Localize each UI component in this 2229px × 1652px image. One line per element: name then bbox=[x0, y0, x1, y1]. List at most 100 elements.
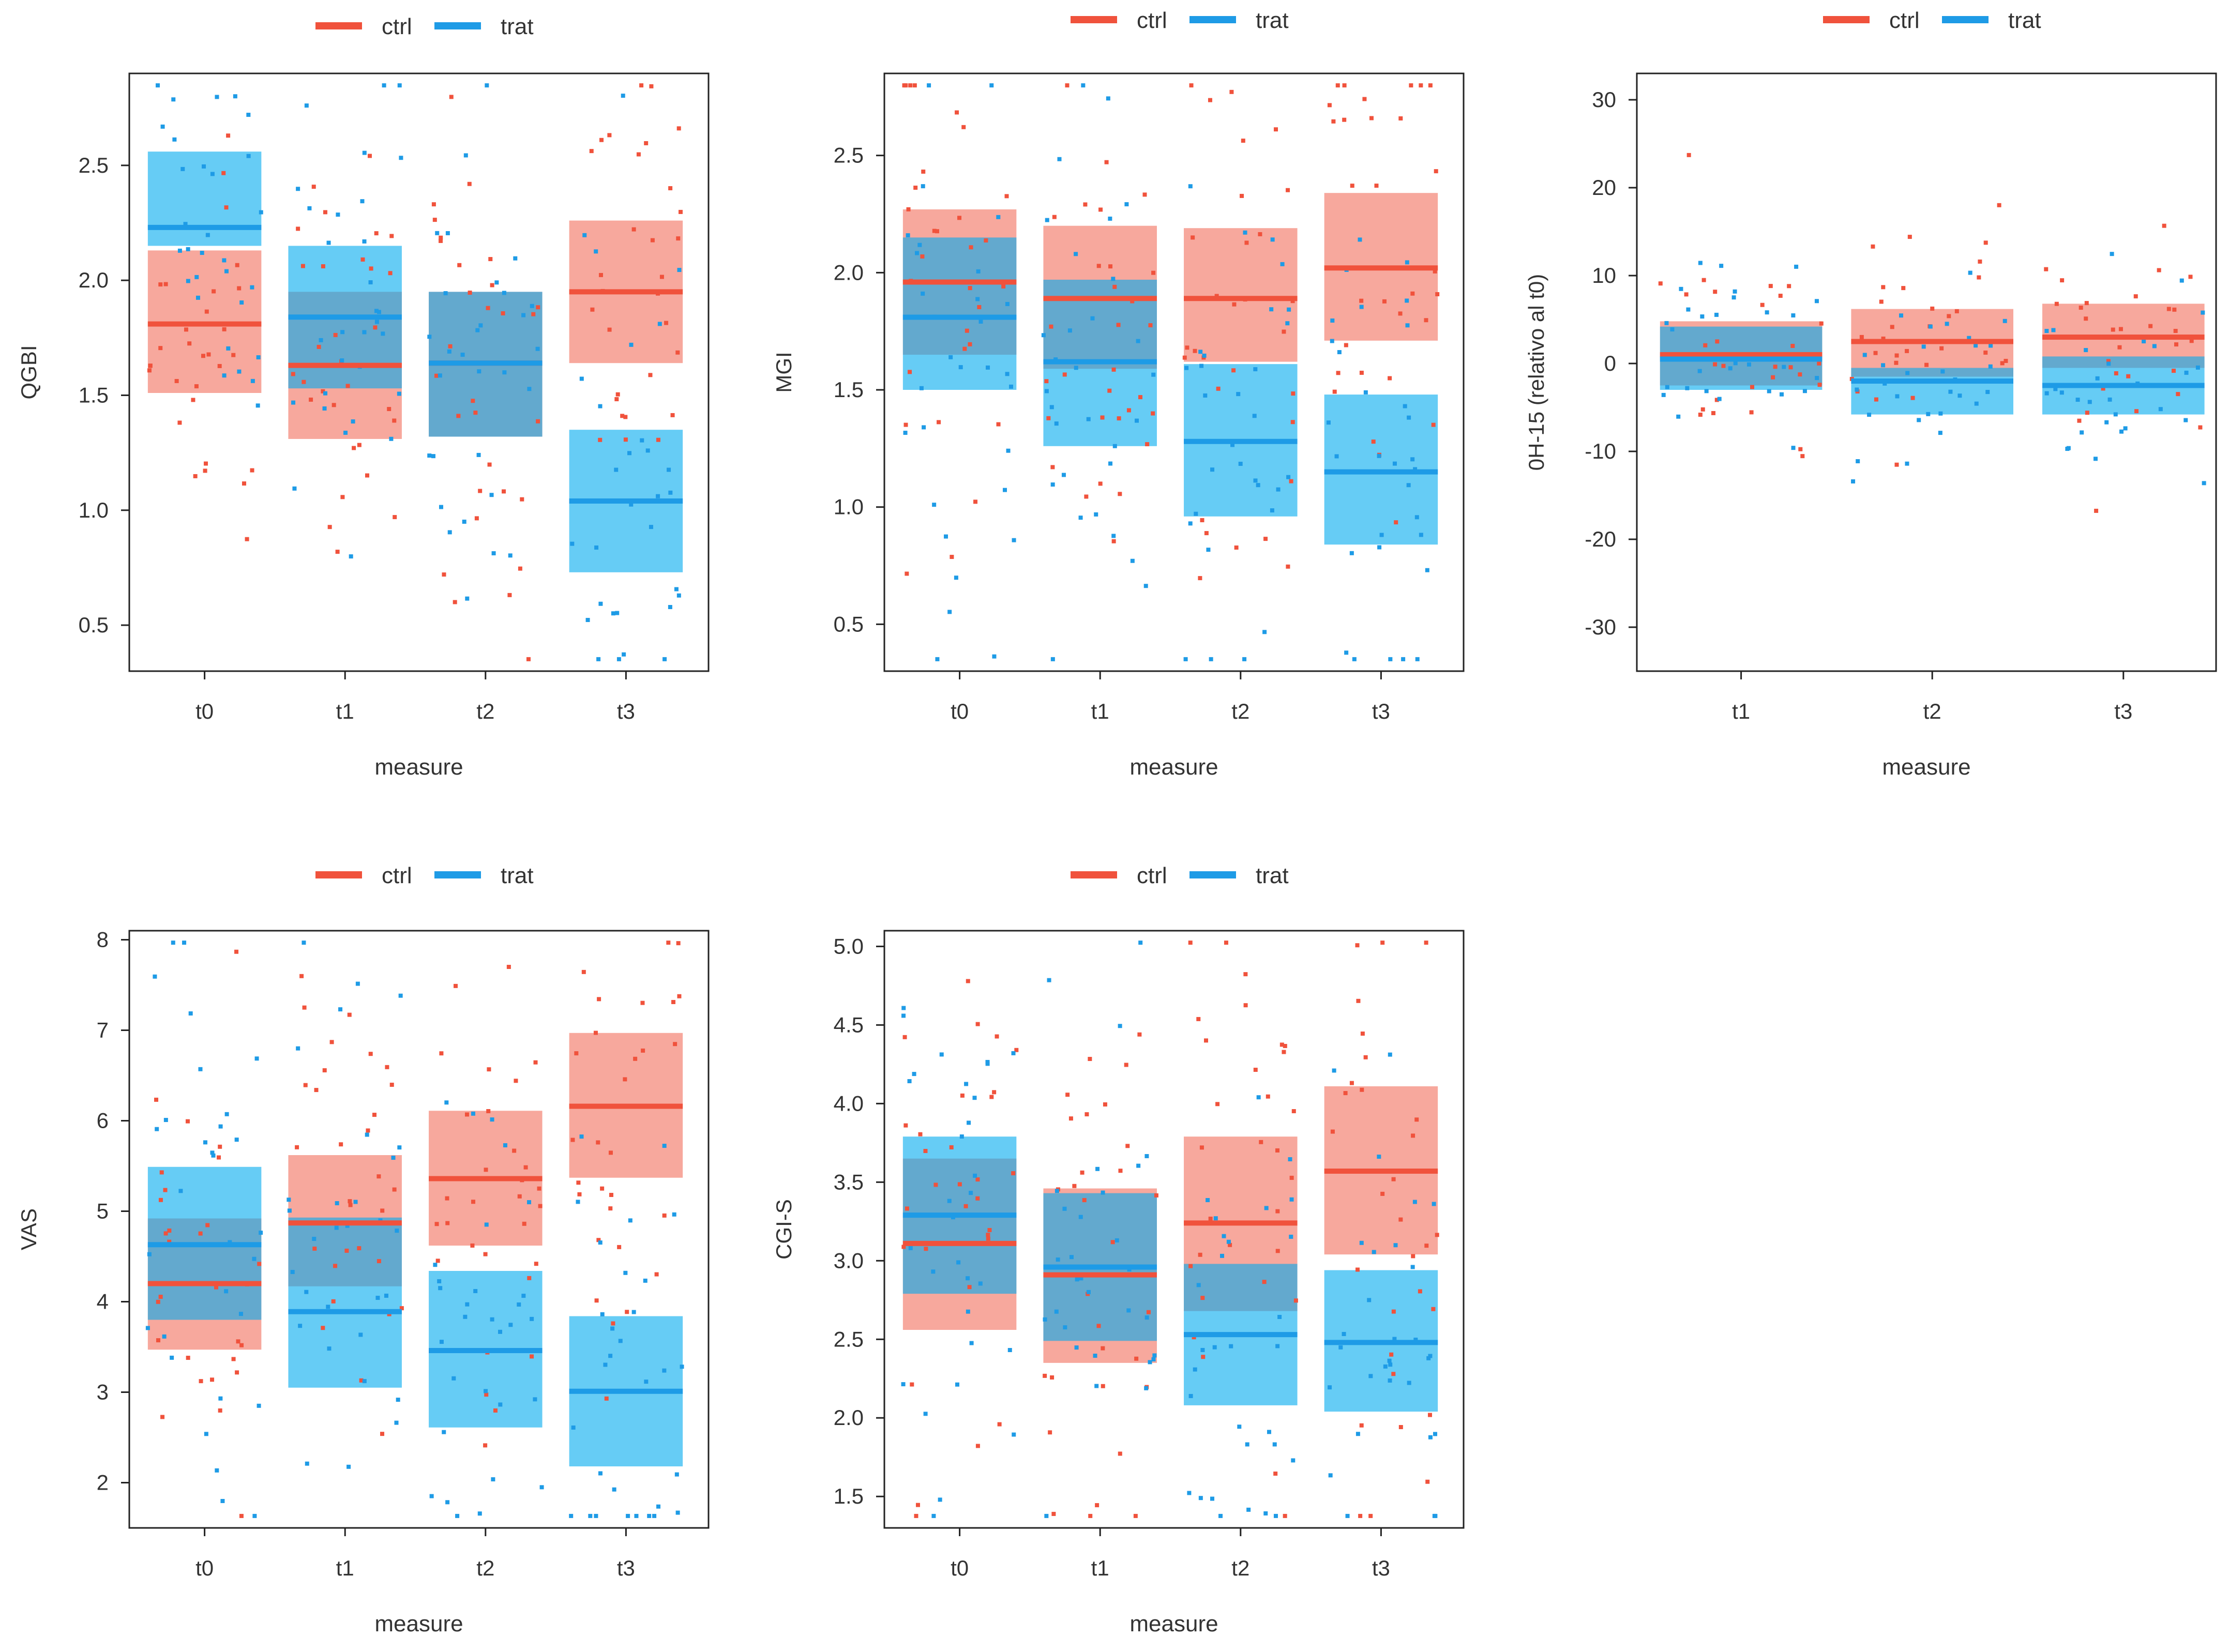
data-point-ctrl bbox=[187, 341, 192, 346]
data-point-trat bbox=[1733, 289, 1737, 294]
data-point-ctrl bbox=[194, 384, 199, 389]
data-point-ctrl bbox=[957, 1182, 962, 1187]
data-point-trat bbox=[1138, 941, 1143, 945]
data-point-trat bbox=[1263, 1511, 1268, 1515]
data-point-ctrl bbox=[1411, 1133, 1415, 1138]
data-point-trat bbox=[1359, 305, 1364, 309]
data-point-ctrl bbox=[300, 264, 305, 268]
data-point-trat bbox=[460, 353, 465, 357]
data-point-trat bbox=[145, 1326, 150, 1330]
data-point-ctrl bbox=[1684, 292, 1689, 297]
data-point-trat bbox=[220, 1498, 225, 1503]
data-point-ctrl bbox=[920, 254, 925, 259]
chart-panel-5: ctrl trat 1.5 2.0 2.5 3.0 3.5 4.0 4.5 5.0 t0 t1 t2 t3… bbox=[772, 863, 1465, 1636]
data-point-trat bbox=[579, 1134, 584, 1139]
data-point-ctrl bbox=[594, 1298, 599, 1303]
data-point-trat bbox=[1945, 322, 1949, 326]
y-tick-label: 3.5 bbox=[834, 1170, 864, 1194]
data-point-trat bbox=[1989, 343, 1993, 348]
data-point-trat bbox=[1245, 1442, 1249, 1447]
data-point-ctrl bbox=[1350, 184, 1354, 188]
data-point-ctrl bbox=[536, 305, 540, 310]
data-point-trat bbox=[1049, 405, 1054, 410]
data-point-trat bbox=[1330, 339, 1334, 343]
data-point-trat bbox=[2107, 397, 2112, 402]
data-point-trat bbox=[1041, 333, 1046, 338]
data-point-trat bbox=[360, 199, 365, 204]
data-point-ctrl bbox=[2176, 392, 2180, 397]
data-point-trat bbox=[1074, 366, 1078, 370]
data-point-trat bbox=[335, 1201, 339, 1206]
data-point-trat bbox=[964, 1082, 969, 1086]
data-point-ctrl bbox=[453, 600, 457, 604]
data-point-trat bbox=[259, 210, 263, 215]
data-point-trat bbox=[238, 1312, 243, 1316]
data-point-trat bbox=[490, 1117, 494, 1122]
data-point-trat bbox=[435, 231, 440, 235]
data-point-trat bbox=[966, 1276, 970, 1281]
data-point-ctrl bbox=[2004, 358, 2008, 363]
data-point-ctrl bbox=[1290, 420, 1295, 425]
data-point-ctrl bbox=[1154, 1193, 1158, 1198]
data-point-trat bbox=[2084, 348, 2088, 353]
data-point-ctrl bbox=[903, 83, 908, 88]
data-point-trat bbox=[381, 331, 385, 336]
data-point-trat bbox=[484, 1389, 488, 1393]
data-point-trat bbox=[571, 1425, 576, 1430]
data-point-trat bbox=[1262, 630, 1267, 634]
legend-ctrl-label: ctrl bbox=[1889, 8, 1920, 33]
data-point-ctrl bbox=[2117, 345, 2122, 350]
data-point-trat bbox=[1921, 344, 1926, 349]
data-point-ctrl bbox=[538, 1204, 543, 1208]
data-point-trat bbox=[252, 1256, 257, 1261]
data-point-trat bbox=[978, 319, 983, 324]
data-point-trat bbox=[1079, 1276, 1083, 1281]
data-point-ctrl bbox=[968, 286, 972, 291]
data-point-trat bbox=[1388, 1052, 1392, 1057]
data-point-trat bbox=[250, 378, 255, 383]
data-point-ctrl bbox=[1208, 98, 1212, 102]
data-point-trat bbox=[1356, 1432, 1360, 1436]
data-point-ctrl bbox=[1275, 1249, 1280, 1253]
data-point-ctrl bbox=[1282, 329, 1286, 334]
data-point-trat bbox=[362, 239, 367, 244]
data-point-trat bbox=[1054, 421, 1059, 426]
data-point-ctrl bbox=[1894, 360, 1899, 365]
data-point-trat bbox=[1126, 1308, 1131, 1313]
data-point-trat bbox=[498, 1402, 503, 1407]
data-point-ctrl bbox=[206, 352, 211, 357]
data-point-ctrl bbox=[577, 1192, 582, 1196]
data-point-ctrl bbox=[620, 414, 625, 418]
data-point-trat bbox=[1094, 512, 1098, 517]
data-point-trat bbox=[397, 83, 402, 88]
data-point-ctrl bbox=[432, 218, 437, 222]
x-tick-label: t0 bbox=[951, 699, 969, 723]
data-point-trat bbox=[1212, 1345, 1217, 1350]
data-point-ctrl bbox=[1434, 169, 1438, 174]
data-point-ctrl bbox=[360, 257, 365, 262]
data-point-ctrl bbox=[1133, 1513, 1138, 1518]
data-point-ctrl bbox=[1228, 1242, 1232, 1247]
data-point-trat bbox=[323, 391, 328, 396]
y-tick-label: 2.5 bbox=[79, 153, 109, 177]
data-point-ctrl bbox=[593, 1030, 598, 1035]
data-point-ctrl bbox=[439, 1051, 444, 1056]
data-point-ctrl bbox=[906, 207, 911, 211]
data-point-ctrl bbox=[1431, 422, 1436, 427]
data-point-trat bbox=[246, 113, 251, 117]
data-point-trat bbox=[1405, 323, 1410, 328]
data-point-trat bbox=[478, 323, 483, 328]
chart-panel-4: ctrl trat 2 3 4 5 6 7 8 t0 t1 t2 t3 measure VAS bbox=[17, 863, 710, 1636]
data-point-ctrl bbox=[506, 964, 511, 969]
data-point-trat bbox=[986, 365, 990, 370]
data-point-ctrl bbox=[217, 363, 222, 368]
data-point-ctrl bbox=[664, 321, 669, 325]
legend-ctrl-label: ctrl bbox=[1137, 8, 1167, 33]
data-point-trat bbox=[451, 1376, 456, 1381]
data-point-ctrl bbox=[1424, 1244, 1429, 1248]
data-point-trat bbox=[374, 320, 379, 324]
data-point-ctrl bbox=[486, 306, 490, 310]
data-point-trat bbox=[476, 452, 481, 457]
data-point-ctrl bbox=[1145, 442, 1150, 447]
